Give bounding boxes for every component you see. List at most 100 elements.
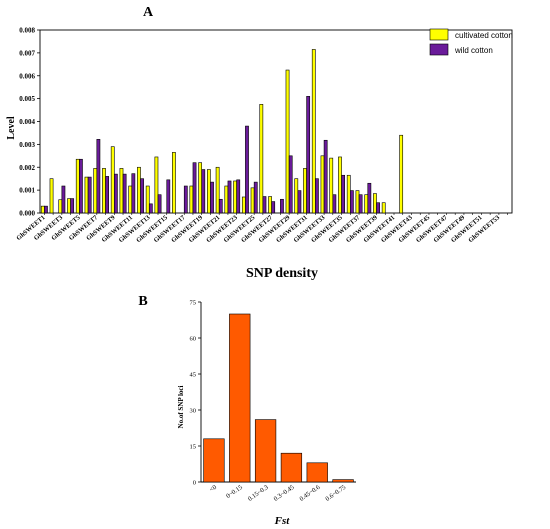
bar-cultivated: [137, 166, 141, 214]
bar-cultivated: [233, 180, 237, 214]
bar: [254, 419, 277, 483]
bar-wild: [376, 202, 380, 214]
bar-wild: [105, 176, 110, 214]
y-tick-label: 0.001: [19, 187, 35, 195]
bar-cultivated: [399, 134, 404, 214]
bar-cultivated: [329, 157, 334, 214]
bar-wild: [157, 194, 162, 214]
bar-wild: [166, 179, 171, 214]
y-axis-label-b: No.of SNP loci: [177, 385, 185, 428]
bar-cultivated: [259, 104, 264, 214]
y-tick-label: 0.008: [19, 27, 35, 35]
y-tick-label: 0.006: [19, 72, 35, 80]
bar-wild: [96, 139, 101, 214]
y-tick-label: 60: [190, 336, 197, 343]
bar-cultivated: [93, 168, 98, 214]
bar: [306, 462, 328, 483]
bar-wild: [315, 178, 319, 214]
y-tick-label: 0.004: [19, 118, 35, 126]
legend-label: wild cotton: [454, 46, 493, 55]
bar-cultivated: [119, 168, 124, 214]
bar-wild: [122, 173, 127, 214]
x-tick-label: 0.15~0.3: [247, 484, 270, 503]
bar-cultivated: [189, 185, 194, 214]
bar-cultivated: [285, 69, 290, 214]
bar-wild: [210, 181, 214, 214]
bar-cultivated: [241, 196, 246, 214]
bar-cultivated: [224, 185, 229, 214]
bar-cultivated: [294, 178, 299, 214]
bar-cultivated: [172, 152, 176, 214]
y-tick-label: 0.002: [19, 164, 35, 172]
bar-wild: [87, 176, 92, 214]
panel-label-b: B: [138, 294, 147, 309]
bar-cultivated: [154, 156, 159, 214]
bar-wild: [262, 196, 267, 214]
bar-cultivated: [373, 193, 377, 214]
bar-cultivated: [215, 166, 220, 214]
x-tick-label: 0.3~0.45: [273, 484, 296, 503]
legend-swatch: [429, 43, 449, 56]
bar-cultivated: [110, 146, 115, 214]
bar-cultivated: [338, 156, 342, 214]
bar-wild: [341, 174, 346, 214]
bar-wild: [140, 178, 144, 214]
bar-wild: [79, 158, 83, 214]
x-tick-label: <0: [208, 484, 218, 494]
bar-cultivated: [355, 190, 360, 214]
bar-wild: [297, 190, 302, 214]
bar-cultivated: [206, 169, 211, 214]
bar-cultivated: [75, 158, 80, 214]
bar-wild: [183, 185, 188, 214]
bar-wild: [271, 201, 276, 214]
plot-area-a: 0.000 0.001 0.002 0.003 0.004 0.005 0.006 0.007…: [15, 27, 513, 244]
x-axis-label-b: Fst: [274, 515, 291, 527]
bar-cultivated: [67, 198, 71, 214]
bar-cultivated: [40, 205, 45, 214]
y-tick-label: 0.007: [19, 49, 35, 57]
x-tick-label: 0~0.15: [225, 484, 244, 500]
y-tick-label: 75: [190, 300, 197, 307]
chart-a: A Level SNP density 0.000 0.001 0.002 0.003…: [6, 5, 513, 281]
y-axis-label: Level: [6, 116, 17, 140]
bar-cultivated: [268, 196, 272, 214]
bar: [332, 479, 354, 483]
x-tick-label: 0.45~0.6: [299, 483, 322, 502]
bar-cultivated: [128, 185, 133, 214]
legend-swatch: [429, 28, 449, 41]
bar-cultivated: [346, 174, 351, 214]
bar-wild: [332, 194, 337, 214]
bar-wild: [148, 203, 153, 214]
plot-frame: [39, 29, 513, 214]
bar-cultivated: [198, 162, 203, 214]
bar: [280, 452, 303, 483]
bar-wild: [349, 190, 354, 214]
chart-b: B No.of SNP loci Fst 0 15 30 45 60 75 <0 0~0.15…: [138, 294, 356, 527]
bar-wild: [253, 181, 258, 214]
legend-label: cultivated cotton: [455, 31, 513, 40]
bar-wild: [358, 194, 363, 214]
y-tick-label: 45: [190, 372, 197, 379]
bar-cultivated: [84, 176, 89, 214]
y-tick-label: 0.005: [19, 95, 35, 103]
bar-wild: [113, 173, 118, 214]
legend: cultivated cotton wild cotton: [429, 28, 513, 56]
y-tick-label: 0: [193, 480, 196, 487]
bar-wild: [131, 173, 136, 214]
y-tick-label: 30: [190, 408, 197, 415]
x-axis-label: SNP density: [246, 266, 318, 281]
bar-wild: [236, 179, 241, 214]
bar-wild: [323, 139, 328, 214]
bar-cultivated: [381, 202, 386, 214]
bar-wild: [70, 198, 75, 214]
bar-wild: [306, 96, 311, 214]
x-tick-label: 0.6~0.75: [324, 484, 347, 503]
y-tick-label: 0.000: [19, 210, 35, 218]
bar-wild: [61, 185, 66, 214]
bar-cultivated: [102, 168, 106, 214]
bar: [229, 313, 251, 483]
bar-wild: [288, 155, 293, 214]
bar-cultivated: [303, 168, 307, 214]
bar-cultivated: [311, 49, 316, 214]
bar-wild: [192, 162, 197, 214]
